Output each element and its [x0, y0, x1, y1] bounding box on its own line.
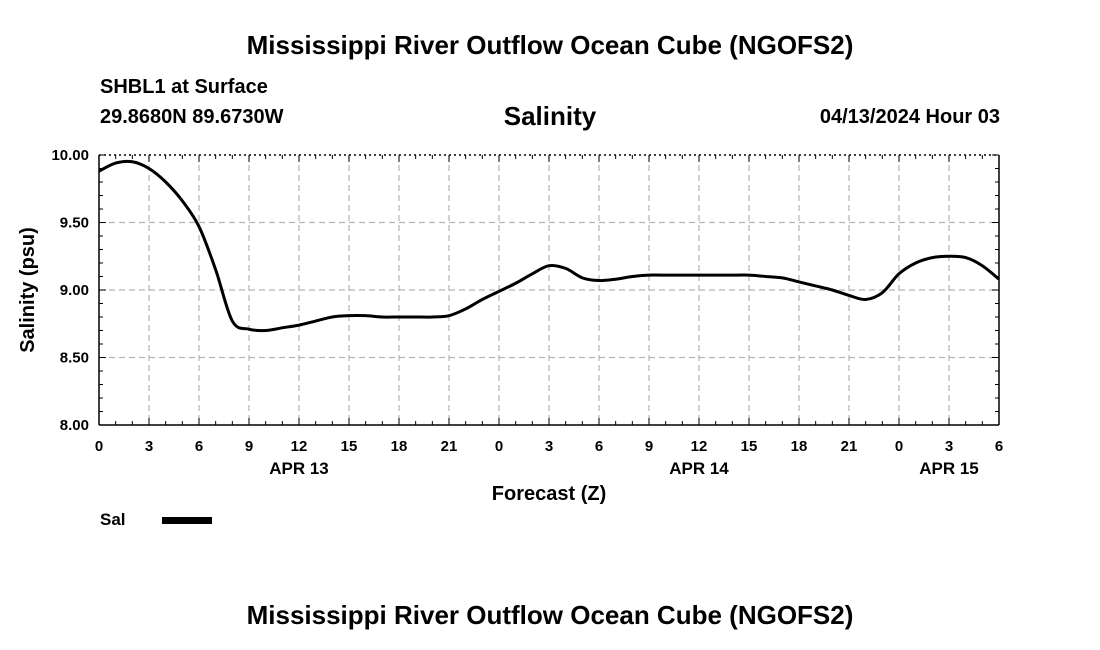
x-tick-label: 3	[945, 438, 953, 455]
day-label: APR 13	[269, 459, 329, 478]
series-line-sal	[98, 159, 1000, 333]
legend-label: Sal	[100, 510, 126, 529]
x-tick-label: 0	[895, 438, 903, 455]
y-tick-label: 8.50	[60, 350, 89, 367]
y-tick-label: 8.00	[60, 417, 89, 434]
x-tick-label: 15	[341, 438, 358, 455]
forecast-datetime: 04/13/2024 Hour 03	[819, 106, 1000, 128]
x-tick-label: 12	[691, 438, 708, 455]
y-tick-label: 9.50	[60, 215, 89, 232]
day-label: APR 15	[919, 459, 979, 478]
x-tick-label: 9	[245, 438, 253, 455]
x-tick-label: 0	[95, 438, 103, 455]
x-tick-label: 21	[841, 438, 858, 455]
x-tick-label: 6	[595, 438, 603, 455]
series-layer	[98, 159, 1000, 333]
station-label: SHBL1 at Surface	[100, 76, 268, 98]
day-label: APR 14	[669, 459, 729, 478]
x-tick-label: 3	[545, 438, 553, 455]
legend-swatch	[162, 517, 212, 524]
chart-main-title: Mississippi River Outflow Ocean Cube (NG…	[246, 30, 854, 60]
x-tick-label: 6	[195, 438, 203, 455]
x-tick-label: 3	[145, 438, 153, 455]
footer-title: Mississippi River Outflow Ocean Cube (NG…	[246, 600, 854, 630]
grid	[99, 155, 999, 425]
x-tick-label: 0	[495, 438, 503, 455]
x-tick-label: 18	[391, 438, 408, 455]
axis-labels: 0 3 6 9 12 15 18 21 0 3 6 9 12 15 18 21 0 3 6 8.00 8.50 9.00 9…	[17, 147, 1003, 505]
x-tick-label: 12	[291, 438, 308, 455]
plot-title: Salinity	[503, 101, 597, 131]
axes	[98, 154, 1000, 426]
x-tick-label: 18	[791, 438, 808, 455]
x-tick-label: 15	[741, 438, 758, 455]
x-tick-label: 21	[441, 438, 458, 455]
y-tick-label: 9.00	[60, 282, 89, 299]
x-tick-label: 6	[995, 438, 1003, 455]
x-axis-title: Forecast (Z)	[492, 483, 606, 505]
y-axis-title: Salinity (psu)	[17, 227, 39, 353]
station-coordinates: 29.8680N 89.6730W	[100, 106, 284, 128]
x-tick-label: 9	[645, 438, 653, 455]
y-tick-label: 10.00	[51, 147, 89, 164]
